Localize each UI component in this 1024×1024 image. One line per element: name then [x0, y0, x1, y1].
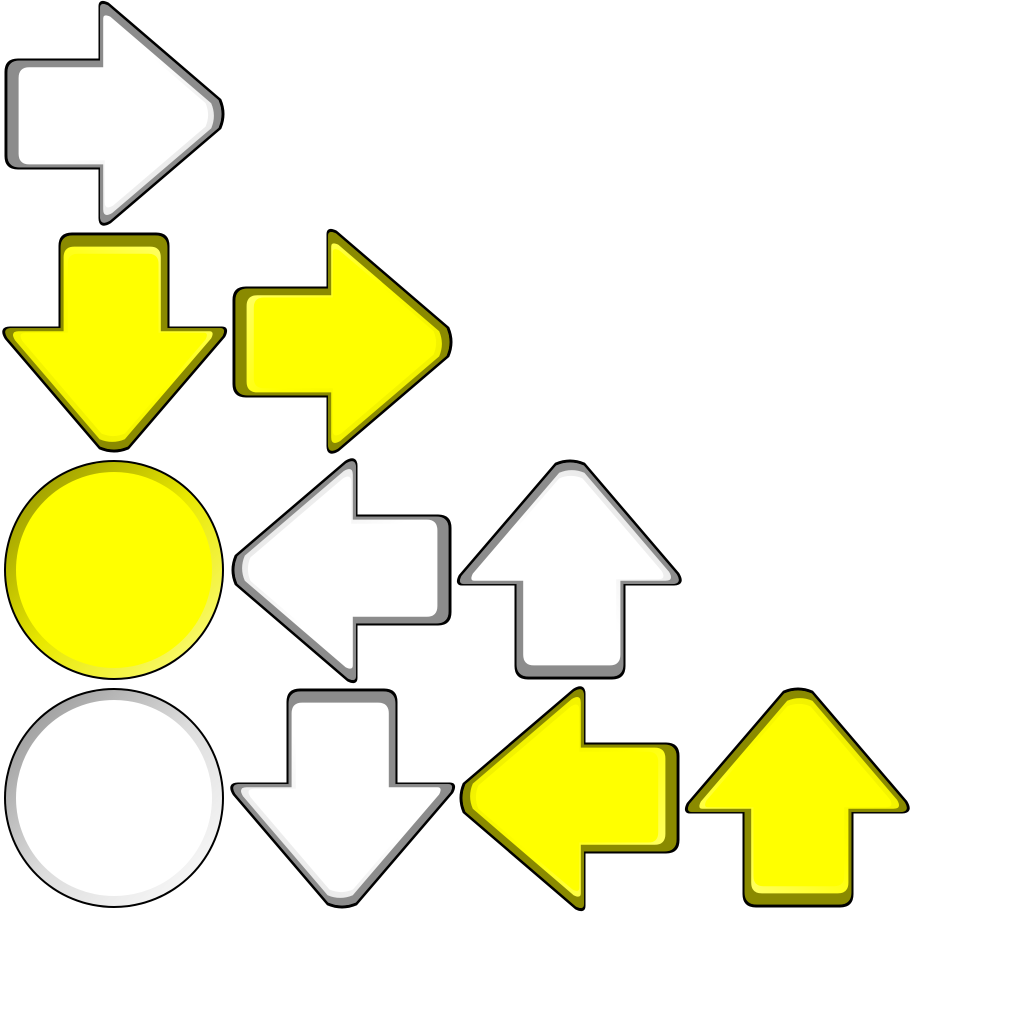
- yellow-left-arrow-icon: [456, 684, 684, 912]
- white-circle-icon: [0, 684, 228, 912]
- yellow-down-arrow-icon: [0, 228, 228, 456]
- yellow-circle-icon: [0, 456, 228, 684]
- white-right-arrow-icon: [0, 0, 228, 228]
- yellow-down-arrow-icon-graphic: [2, 232, 228, 453]
- white-left-arrow-icon-graphic: [231, 458, 452, 684]
- white-up-arrow-icon: [456, 456, 684, 684]
- yellow-up-arrow-icon: [684, 684, 912, 912]
- white-circle-icon-graphic: [4, 688, 224, 908]
- white-right-arrow-icon-graphic: [4, 0, 225, 226]
- yellow-right-arrow-icon-graphic: [232, 228, 453, 454]
- white-down-arrow-icon-graphic: [230, 688, 456, 909]
- white-left-arrow-icon: [228, 456, 456, 684]
- white-down-arrow-icon: [228, 684, 456, 912]
- yellow-right-arrow-icon: [228, 228, 456, 456]
- yellow-up-arrow-icon-graphic: [684, 687, 910, 908]
- white-up-arrow-icon-graphic: [456, 459, 682, 680]
- yellow-left-arrow-icon-graphic: [459, 686, 680, 912]
- yellow-circle-icon-graphic: [4, 460, 224, 680]
